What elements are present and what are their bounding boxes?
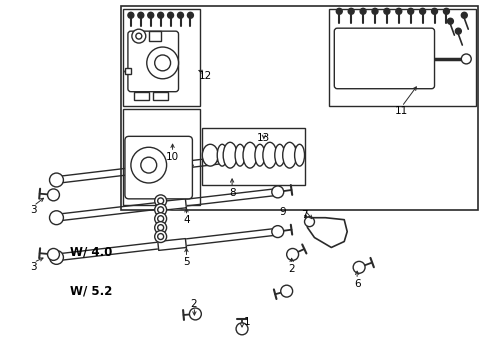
Circle shape [49, 173, 63, 187]
Circle shape [148, 12, 154, 18]
Circle shape [147, 47, 178, 79]
Circle shape [190, 308, 201, 320]
Ellipse shape [202, 144, 218, 166]
Bar [134, 92, 149, 100]
FancyBboxPatch shape [334, 28, 435, 89]
Text: 4: 4 [183, 215, 190, 225]
Bar [153, 92, 168, 100]
Text: 3: 3 [30, 262, 37, 272]
Circle shape [447, 18, 453, 24]
Circle shape [236, 323, 248, 335]
Circle shape [136, 33, 142, 39]
Circle shape [372, 8, 378, 14]
Bar [125, 68, 131, 74]
Circle shape [155, 222, 167, 234]
FancyBboxPatch shape [128, 31, 178, 92]
Bar [202, 129, 305, 185]
Circle shape [155, 231, 167, 243]
Ellipse shape [255, 144, 265, 166]
Text: 2: 2 [190, 299, 196, 309]
Bar [123, 109, 200, 205]
Text: 12: 12 [198, 71, 212, 81]
Text: W/ 4.0: W/ 4.0 [70, 246, 112, 259]
Circle shape [348, 8, 354, 14]
Polygon shape [158, 239, 186, 251]
Ellipse shape [263, 142, 277, 168]
Circle shape [419, 8, 426, 14]
Text: 8: 8 [229, 188, 235, 198]
Circle shape [158, 234, 164, 239]
Circle shape [138, 12, 144, 18]
Circle shape [384, 8, 390, 14]
Circle shape [443, 8, 449, 14]
Ellipse shape [223, 142, 237, 168]
Circle shape [287, 248, 298, 260]
Text: 9: 9 [279, 207, 286, 217]
Circle shape [276, 147, 288, 159]
Bar [149, 31, 161, 41]
Circle shape [396, 8, 402, 14]
Circle shape [158, 207, 164, 213]
Circle shape [177, 12, 183, 18]
Circle shape [272, 186, 284, 198]
Ellipse shape [275, 144, 285, 166]
Circle shape [141, 157, 157, 173]
Circle shape [155, 195, 167, 207]
Ellipse shape [235, 144, 245, 166]
Text: 10: 10 [166, 152, 179, 162]
Polygon shape [158, 199, 186, 211]
Circle shape [131, 147, 167, 183]
Text: 7: 7 [301, 210, 308, 220]
Ellipse shape [217, 144, 227, 166]
Text: 6: 6 [354, 279, 361, 289]
Circle shape [432, 8, 438, 14]
Circle shape [461, 54, 471, 64]
Text: 3: 3 [30, 205, 37, 215]
Circle shape [360, 8, 366, 14]
Text: 11: 11 [395, 105, 408, 116]
Circle shape [461, 12, 467, 18]
Circle shape [128, 12, 134, 18]
Circle shape [455, 28, 461, 34]
Circle shape [132, 29, 146, 43]
Text: 5: 5 [183, 257, 190, 267]
Circle shape [336, 8, 342, 14]
Circle shape [48, 189, 59, 201]
Circle shape [155, 204, 167, 216]
FancyBboxPatch shape [125, 136, 193, 199]
Text: 13: 13 [257, 133, 270, 143]
Text: 1: 1 [244, 317, 250, 327]
Circle shape [188, 12, 194, 18]
Circle shape [48, 248, 59, 260]
Ellipse shape [243, 142, 257, 168]
Circle shape [155, 213, 167, 225]
Circle shape [158, 12, 164, 18]
Circle shape [158, 198, 164, 204]
Bar [121, 6, 478, 210]
Circle shape [158, 216, 164, 222]
Bar [123, 9, 200, 105]
Circle shape [408, 8, 414, 14]
Circle shape [49, 211, 63, 225]
Circle shape [281, 285, 293, 297]
Ellipse shape [283, 142, 296, 168]
Bar [329, 9, 476, 105]
Circle shape [168, 12, 173, 18]
Text: 2: 2 [288, 264, 295, 274]
Circle shape [353, 261, 365, 273]
Circle shape [155, 55, 171, 71]
Circle shape [49, 251, 63, 264]
Ellipse shape [294, 144, 305, 166]
Text: W/ 5.2: W/ 5.2 [70, 285, 112, 298]
Polygon shape [306, 216, 347, 247]
Circle shape [272, 226, 284, 238]
Circle shape [158, 225, 164, 231]
Circle shape [305, 217, 315, 227]
